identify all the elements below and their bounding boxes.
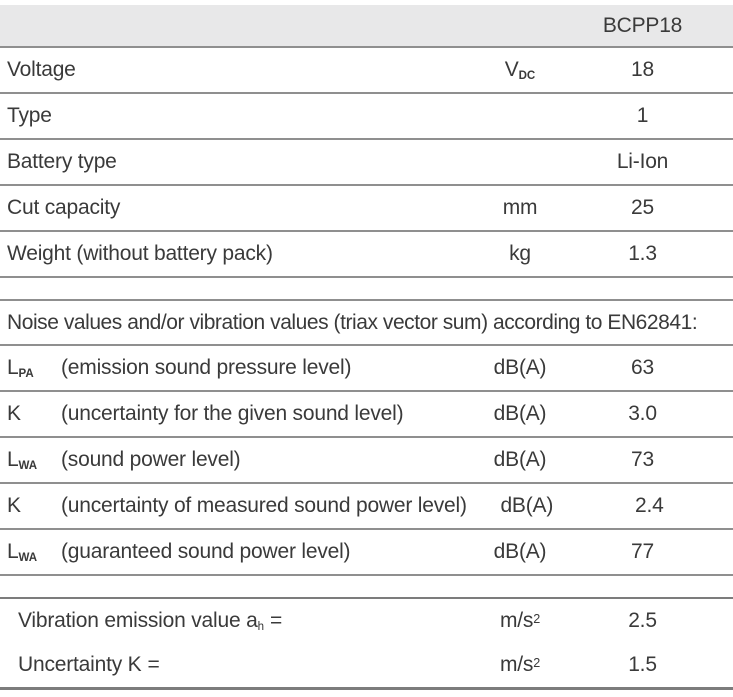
vibration-unit: m/s2 xyxy=(460,609,580,633)
noise-description: (uncertainty for the given sound level) xyxy=(61,402,404,425)
equals-sign: = xyxy=(147,653,160,676)
symbol-subscript: PA xyxy=(18,368,34,381)
table-row: Uncertainty K = m/s2 1.5 xyxy=(0,643,733,687)
table-row: K (uncertainty for the given sound level)… xyxy=(0,392,733,438)
spec-value: Li-Ion xyxy=(616,150,669,173)
vibration-label: Uncertainty K = xyxy=(0,653,460,677)
equals-sign: = xyxy=(269,609,283,632)
label-subscript: h xyxy=(257,621,264,634)
noise-description: (uncertainty of measured sound power lev… xyxy=(61,494,467,517)
spec-unit: mm xyxy=(502,196,538,219)
spec-label: Cut capacity xyxy=(7,196,121,219)
noise-symbol: K xyxy=(7,494,61,518)
table-row: LPA (emission sound pressure level) dB(A)… xyxy=(0,346,733,392)
spec-label: Type xyxy=(7,104,52,127)
noise-description: (sound power level) xyxy=(61,448,241,471)
section-gap xyxy=(0,576,733,597)
table-row: Battery type Li-Ion xyxy=(0,140,733,186)
noise-label: K (uncertainty of measured sound power le… xyxy=(0,494,467,518)
noise-symbol: LWA xyxy=(7,448,61,472)
symbol-subscript: WA xyxy=(18,552,38,565)
unit-subscript: DC xyxy=(518,70,536,83)
spec-label: Voltage xyxy=(7,58,76,81)
noise-value: 3.0 xyxy=(628,402,657,425)
noise-value: 73 xyxy=(631,448,654,471)
noise-value: 2.4 xyxy=(634,494,664,517)
symbol-main: L xyxy=(7,356,19,379)
table-row: Weight (without battery pack) kg 1.3 xyxy=(0,232,733,278)
noise-section-heading: Noise values and/or vibration values (tr… xyxy=(0,301,733,346)
noise-unit: dB(A) xyxy=(493,402,547,425)
noise-values-table: Noise values and/or vibration values (tr… xyxy=(0,299,733,576)
vibration-value: 2.5 xyxy=(628,609,657,632)
spec-value: 1 xyxy=(636,104,649,127)
spec-value: 1.3 xyxy=(628,242,657,265)
noise-unit: dB(A) xyxy=(500,494,554,517)
noise-unit: dB(A) xyxy=(493,356,547,379)
noise-label: LWA (guaranteed sound power level) xyxy=(0,540,460,564)
table-row: Voltage VDC 18 xyxy=(0,48,733,94)
symbol-subscript: WA xyxy=(18,460,38,473)
table-row: LWA (guaranteed sound power level) dB(A) … xyxy=(0,530,733,576)
noise-label: LWA (sound power level) xyxy=(0,448,460,472)
noise-value: 77 xyxy=(631,540,654,563)
noise-label: LPA (emission sound pressure level) xyxy=(0,356,460,380)
table-header-row: BCPP18 xyxy=(0,5,733,48)
unit-superscript: 2 xyxy=(533,655,541,670)
label-main: Vibration emission value a xyxy=(18,609,258,632)
vibration-label: Vibration emission value ah = xyxy=(0,609,460,633)
table-row: Vibration emission value ah = m/s2 2.5 xyxy=(0,599,733,643)
noise-unit: dB(A) xyxy=(493,448,547,471)
unit-main: m/s xyxy=(499,609,534,632)
general-specs-table: Voltage VDC 18 Type 1 Battery type Li-Io… xyxy=(0,48,733,278)
noise-label: K (uncertainty for the given sound level) xyxy=(0,402,460,426)
noise-symbol: K xyxy=(7,402,61,426)
spec-unit: kg xyxy=(509,242,531,265)
spec-unit: VDC xyxy=(460,58,580,82)
table-row: Cut capacity mm 25 xyxy=(0,186,733,232)
symbol-main: K xyxy=(7,402,21,425)
vibration-value: 1.5 xyxy=(628,653,657,676)
symbol-main: L xyxy=(7,540,19,563)
model-name: BCPP18 xyxy=(602,13,683,37)
label-main: Uncertainty K xyxy=(18,653,142,676)
table-row: LWA (sound power level) dB(A) 73 xyxy=(0,438,733,484)
vibration-table: Vibration emission value ah = m/s2 2.5 Un… xyxy=(0,597,733,690)
spec-value: 18 xyxy=(631,58,654,81)
spec-label: Battery type xyxy=(7,150,117,173)
unit-main: m/s xyxy=(499,653,534,676)
noise-unit: dB(A) xyxy=(493,540,547,563)
spec-value: 25 xyxy=(631,196,654,219)
noise-description: (emission sound pressure level) xyxy=(61,356,352,379)
symbol-main: L xyxy=(7,448,19,471)
section-gap xyxy=(0,278,733,299)
noise-description: (guaranteed sound power level) xyxy=(61,540,351,563)
noise-value: 63 xyxy=(631,356,654,379)
spec-label: Weight (without battery pack) xyxy=(7,242,273,265)
symbol-main: K xyxy=(7,494,21,517)
table-row: Type 1 xyxy=(0,94,733,140)
unit-main: V xyxy=(504,58,519,81)
table-row: K (uncertainty of measured sound power le… xyxy=(0,484,733,530)
noise-symbol: LPA xyxy=(7,356,61,380)
unit-superscript: 2 xyxy=(533,611,541,626)
vibration-unit: m/s2 xyxy=(460,653,580,677)
noise-symbol: LWA xyxy=(7,540,61,564)
